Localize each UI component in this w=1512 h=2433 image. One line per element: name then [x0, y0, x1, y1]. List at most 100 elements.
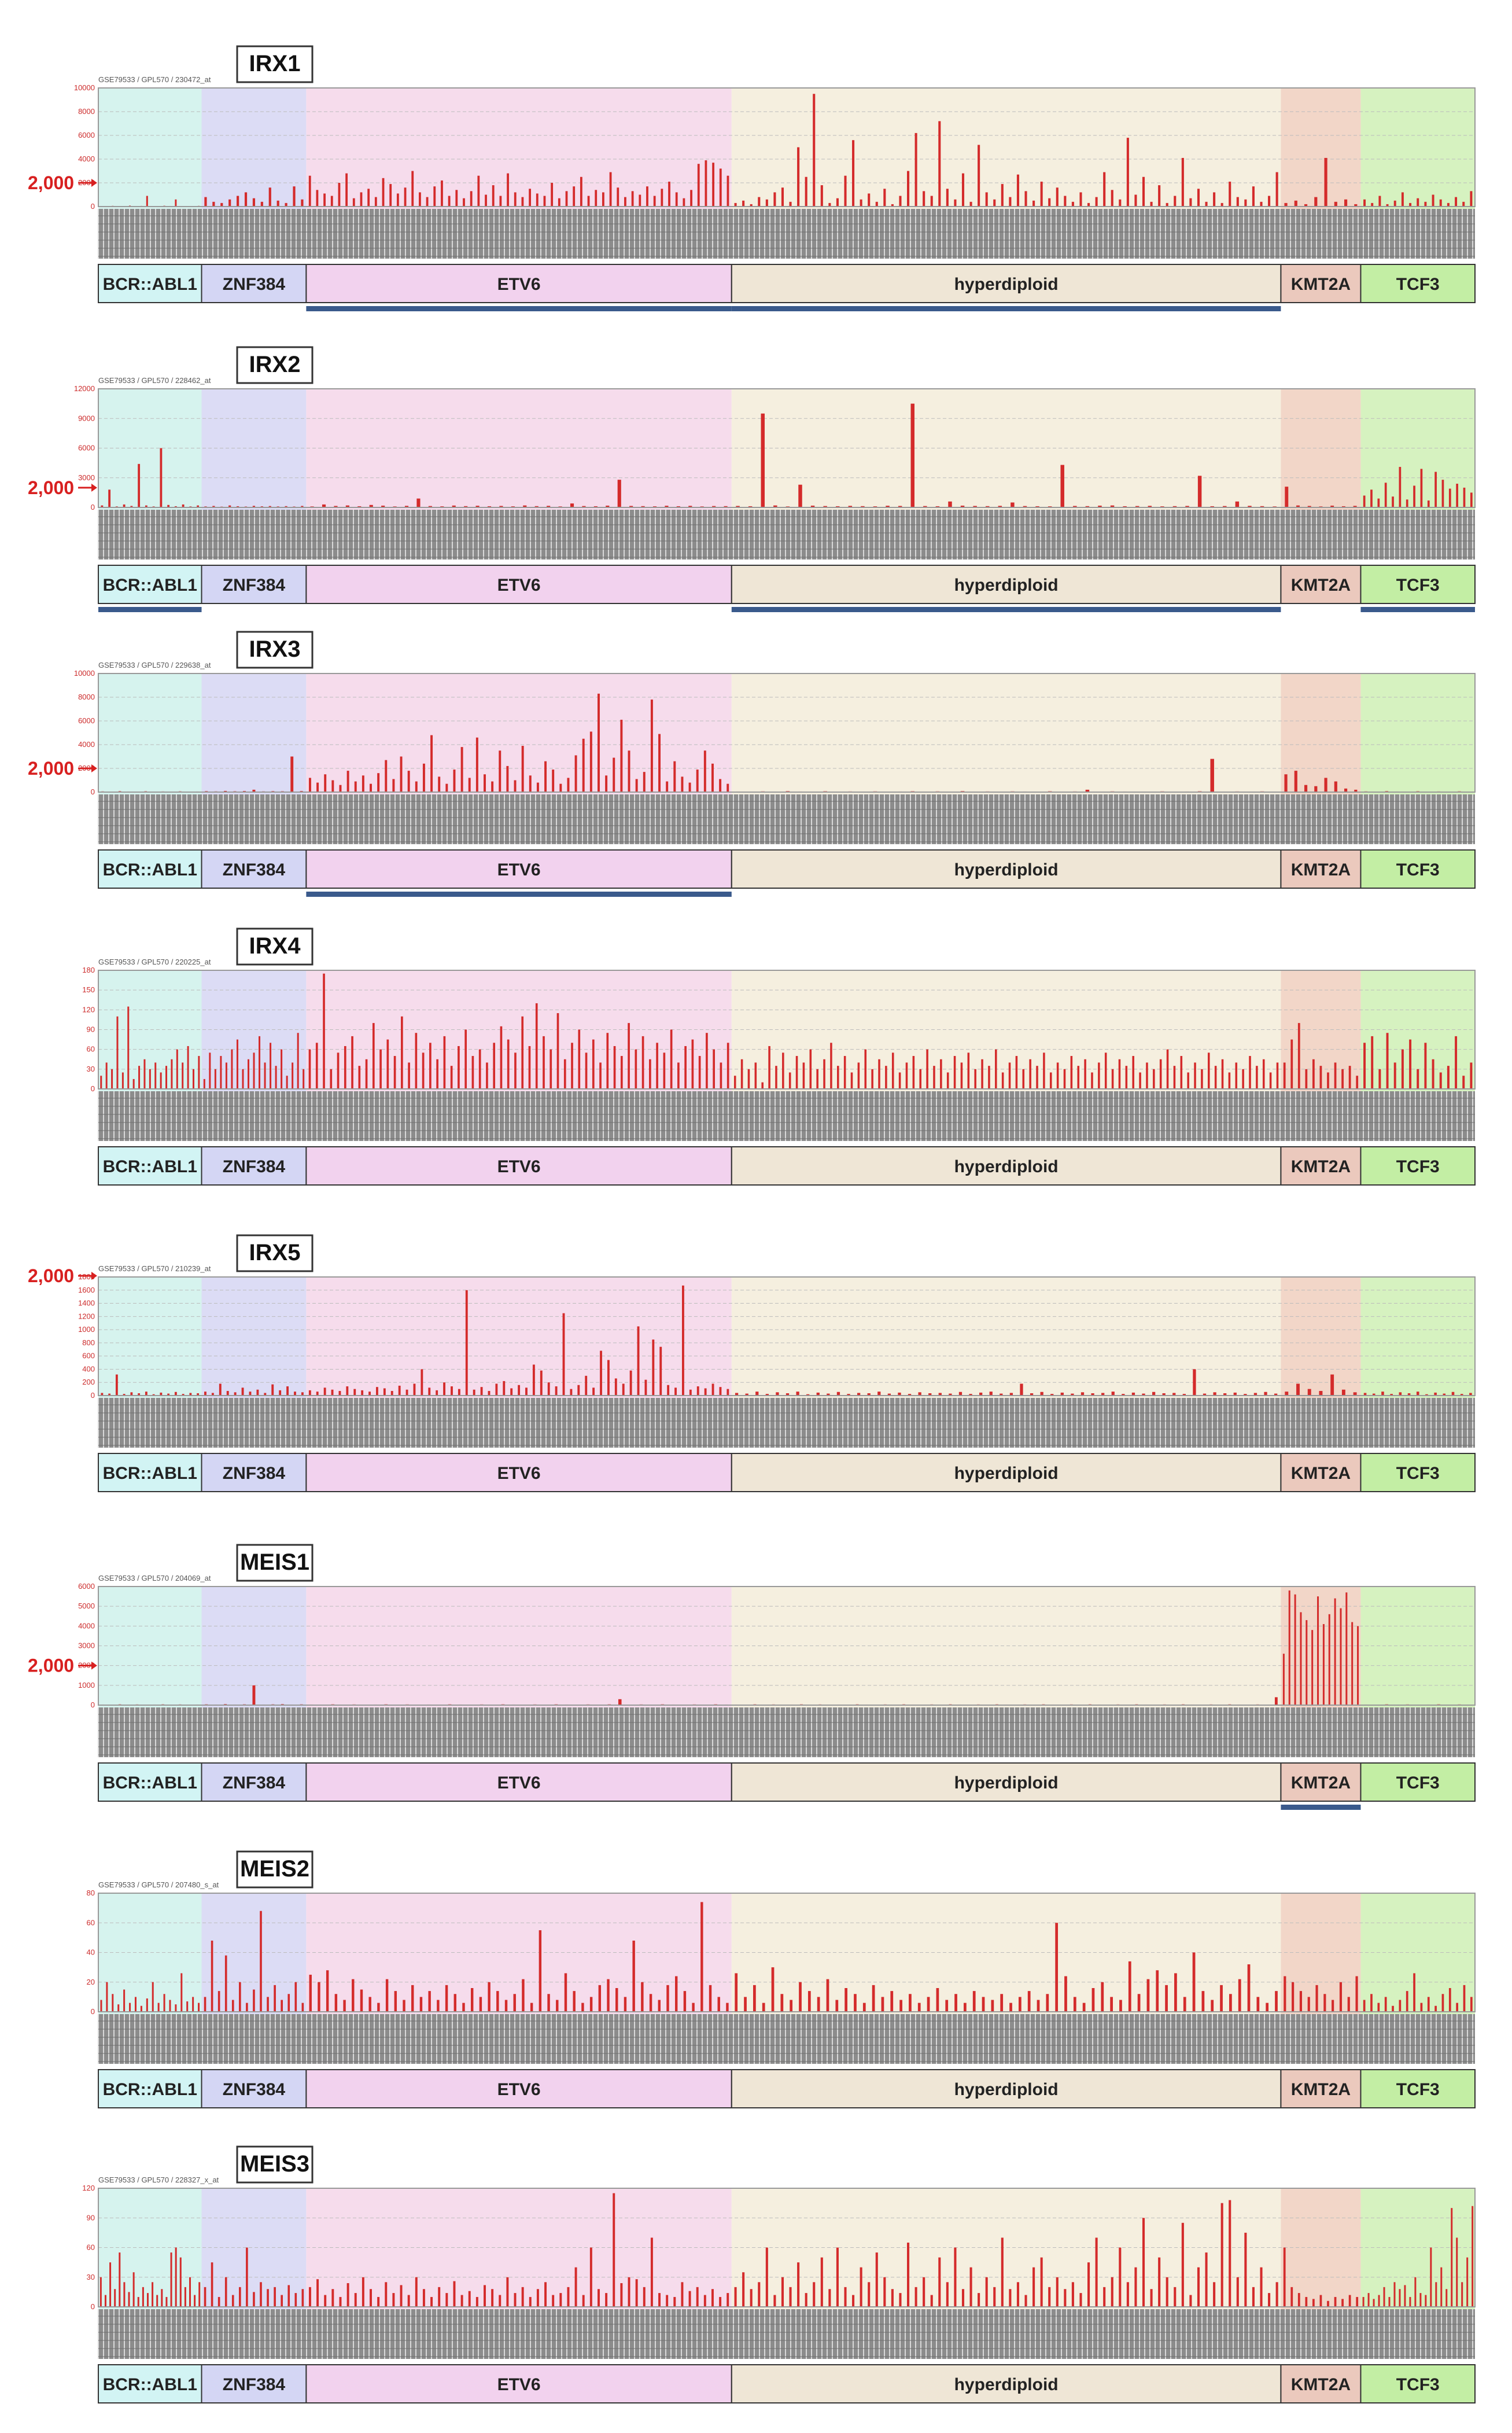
bar — [448, 196, 451, 207]
bar — [544, 761, 547, 792]
bar — [287, 1994, 290, 2012]
bar — [813, 94, 816, 207]
bar — [368, 1392, 371, 1396]
bar — [1153, 1069, 1155, 1089]
bar — [128, 2292, 130, 2307]
y-tick-label: 4000 — [78, 1621, 95, 1630]
bar — [1407, 1393, 1411, 1396]
bar — [419, 192, 421, 207]
bar — [837, 1066, 839, 1089]
gene-title-box — [236, 1850, 314, 1889]
bar — [1071, 1393, 1074, 1396]
bar — [308, 1390, 311, 1396]
bar — [521, 746, 524, 792]
bar — [547, 506, 551, 507]
bar — [160, 1392, 163, 1396]
bar — [881, 1997, 884, 2012]
group-label: KMT2A — [1291, 860, 1351, 879]
bar — [720, 1062, 722, 1089]
bar — [908, 1394, 912, 1396]
bar — [345, 505, 349, 507]
bar — [140, 2005, 142, 2012]
highlight-underline — [306, 306, 732, 311]
bar — [123, 2282, 126, 2307]
bar — [1393, 200, 1396, 207]
group-label: BCR::ABL1 — [103, 275, 197, 294]
bar — [1363, 1393, 1367, 1396]
bar — [632, 1941, 635, 2012]
bar — [1213, 192, 1216, 207]
bar — [1056, 187, 1059, 207]
bar — [1417, 198, 1419, 207]
bar — [1417, 1069, 1419, 1089]
y-tick-label: 5000 — [78, 1602, 95, 1610]
bar — [256, 1389, 259, 1396]
bar — [236, 1039, 238, 1089]
bar — [898, 1072, 901, 1089]
bar — [1166, 1049, 1169, 1089]
bar — [157, 2003, 160, 2012]
bar — [372, 1023, 375, 1089]
group-label: ETV6 — [497, 275, 541, 294]
bar — [993, 199, 996, 207]
bar — [445, 2293, 448, 2307]
bar — [1111, 1069, 1114, 1089]
bar — [577, 1385, 580, 1396]
bar — [1296, 505, 1300, 507]
y-tick-label: 60 — [87, 1918, 95, 1927]
bar — [1319, 1391, 1323, 1396]
bar — [1060, 465, 1064, 507]
bar — [368, 1997, 371, 2012]
group-label-cell — [201, 2364, 307, 2403]
bar — [883, 189, 886, 207]
bar — [323, 193, 326, 207]
bar — [1355, 1976, 1358, 2012]
bar — [134, 1997, 137, 2012]
bar — [1312, 2299, 1315, 2307]
group-label-cell — [201, 1146, 307, 1186]
bar — [165, 1066, 168, 1089]
bar — [522, 1979, 525, 2012]
bar — [650, 2237, 653, 2307]
bar — [940, 1059, 942, 1089]
bar — [315, 1043, 318, 1089]
group-label-cell — [1280, 1146, 1362, 1186]
bar — [492, 185, 495, 207]
bar — [1260, 2267, 1263, 2307]
bar — [875, 201, 878, 207]
bar — [1214, 1066, 1217, 1089]
bar — [390, 1391, 393, 1396]
bar — [486, 1062, 488, 1089]
bar — [563, 1059, 566, 1089]
bar — [652, 1339, 655, 1396]
bar — [684, 1046, 687, 1089]
y-tick-label: 1400 — [78, 1299, 95, 1308]
sample-label-strip — [98, 2014, 1475, 2064]
bar — [598, 693, 600, 792]
bar — [1306, 1620, 1308, 1705]
bar — [696, 1386, 699, 1396]
bar — [443, 1036, 446, 1089]
bar — [130, 1392, 133, 1396]
bar — [547, 1994, 550, 2012]
bar — [1282, 1654, 1285, 1705]
bar — [106, 1982, 108, 2012]
bar — [954, 2247, 957, 2307]
bar — [237, 196, 239, 207]
group-label-cell — [201, 849, 307, 889]
bar — [1110, 1997, 1113, 2012]
group-label: ETV6 — [497, 1773, 541, 1792]
bar — [1134, 2267, 1137, 2307]
bar — [1367, 2293, 1370, 2307]
group-label-cell — [98, 2364, 202, 2403]
bar — [301, 199, 304, 207]
bar — [231, 2000, 234, 2012]
bar — [1334, 201, 1337, 207]
bar — [152, 2282, 154, 2307]
bar — [1294, 200, 1297, 207]
y-tick-label: 120 — [82, 1005, 95, 1014]
bar — [228, 199, 231, 207]
bar — [138, 1393, 141, 1396]
bar — [605, 775, 608, 792]
bar — [910, 403, 914, 507]
